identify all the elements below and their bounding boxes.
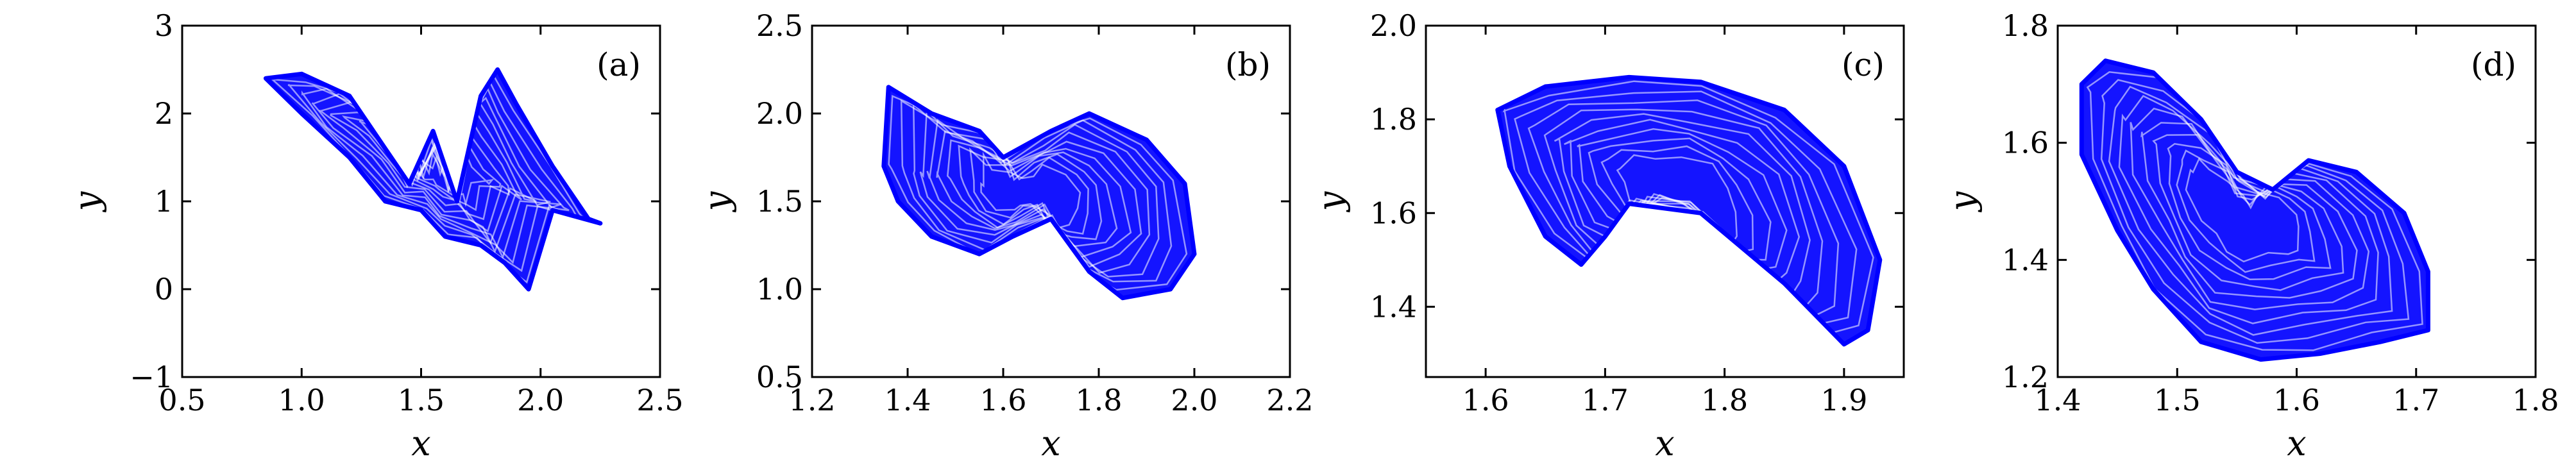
x-tick-label: 1.6 <box>2273 383 2320 417</box>
x-tick-label: 0.5 <box>158 383 205 417</box>
x-tick-label: 2.2 <box>1266 383 1313 417</box>
chart-panel-4: 1.4 1.5 1.6 1.7 1.81.21.41.61.8xy(d) <box>1942 8 2559 464</box>
y-tick-label: 1.4 <box>1370 289 1417 324</box>
x-tick-label: 1.7 <box>2393 383 2439 417</box>
series-line-1 <box>263 67 603 292</box>
x-tick-label: 1.7 <box>1582 383 1629 417</box>
x-tick-label: 1.6 <box>979 383 1026 417</box>
panel-label: (a) <box>597 46 641 83</box>
trajectory-line <box>2140 122 2358 299</box>
trajectory-line <box>936 130 1132 258</box>
y-axis-label: y <box>1942 190 1983 212</box>
trajectory-line <box>926 119 1142 268</box>
chart-panel-2: 1.2 1.4 1.6 1.8 2.0 2.2 0.5 1.0 1.5 2.0 2.5 x y (b) <box>697 8 1314 464</box>
series-group <box>881 85 1197 301</box>
trajectory-line <box>2118 95 2379 324</box>
y-tick-label: 1.6 <box>2002 126 2049 160</box>
series-line-1 <box>881 85 1197 301</box>
y-tick-label: 1.0 <box>756 272 803 306</box>
series-area-1 <box>2080 58 2430 362</box>
x-axis-label: x <box>2287 423 2306 464</box>
y-axis-label: y <box>697 190 737 212</box>
chart-panel-1: 0.5 1.0 1.5 2.0 2.5 −1 0 1 2 3 x y (a) <box>67 8 684 464</box>
series-group <box>263 67 603 292</box>
trajectory-line <box>1554 113 1811 299</box>
x-axis-label: x <box>1041 423 1060 464</box>
panel-label: (b) <box>1225 46 1271 83</box>
x-tick-label: 1.5 <box>2154 383 2201 417</box>
trajectory-line <box>1564 119 1801 285</box>
y-tick-label: 2.5 <box>756 8 803 43</box>
series-line-1 <box>2079 58 2430 362</box>
y-axis-label: y <box>67 190 107 212</box>
x-tick-label: 1.4 <box>2034 383 2081 417</box>
x-tick-label: 1.5 <box>398 383 445 417</box>
x-tick-label: 1.9 <box>1820 383 1867 417</box>
y-tick-label: 1.5 <box>756 184 803 219</box>
x-tick-label: 2.0 <box>517 383 564 417</box>
x-tick-label: 1.0 <box>278 383 325 417</box>
x-axis-label: x <box>1655 423 1674 464</box>
series-group <box>1495 74 1883 347</box>
plot-frame <box>1425 24 1905 378</box>
y-axis-label: y <box>1310 190 1351 212</box>
panel-label: (d) <box>2471 46 2516 83</box>
y-tick-label: 0.5 <box>756 360 803 394</box>
y-tick-label: 0 <box>155 272 173 306</box>
y-tick-label: 1.6 <box>1370 196 1417 230</box>
y-tick-label: 1 <box>155 184 173 219</box>
trajectory-line <box>2152 133 2344 291</box>
y-tick-label: 1.8 <box>1370 102 1417 137</box>
y-tick-label: 3 <box>155 8 173 43</box>
trajectory-line <box>2130 107 2370 310</box>
x-tick-label: 1.6 <box>1462 383 1509 417</box>
trajectory-line <box>1577 128 1788 271</box>
x-tick-label: 1.8 <box>2512 383 2559 417</box>
x-tick-label: 1.8 <box>1701 383 1748 417</box>
x-axis-label: x <box>411 423 430 464</box>
y-tick-label: 1.4 <box>2002 242 2049 277</box>
trajectory-line <box>969 147 1089 235</box>
y-tick-label: −1 <box>130 360 173 394</box>
x-tick-label: 1.2 <box>788 383 835 417</box>
y-tick-label: 1.8 <box>2002 8 2049 43</box>
y-tick-label: 2.0 <box>756 96 803 131</box>
x-tick-label: 1.8 <box>1075 383 1122 417</box>
x-tick-label: 2.0 <box>1171 383 1217 417</box>
chart-panel-3: 1.6 1.7 1.8 1.9 1.4 1.6 1.8 2.0 x y (c) <box>1310 8 1905 464</box>
y-tick-label: 2 <box>155 96 173 131</box>
trajectory-line <box>900 99 1173 283</box>
y-tick-label: 2.0 <box>1370 8 1417 43</box>
x-tick-label: 2.5 <box>636 383 683 417</box>
series-group <box>2079 58 2430 362</box>
trajectory-line <box>1588 137 1772 261</box>
series-line-1 <box>1495 74 1883 347</box>
panel-label: (c) <box>1842 46 1885 83</box>
x-tick-label: 1.4 <box>884 383 931 417</box>
y-tick-label: 1.2 <box>2002 360 2049 394</box>
